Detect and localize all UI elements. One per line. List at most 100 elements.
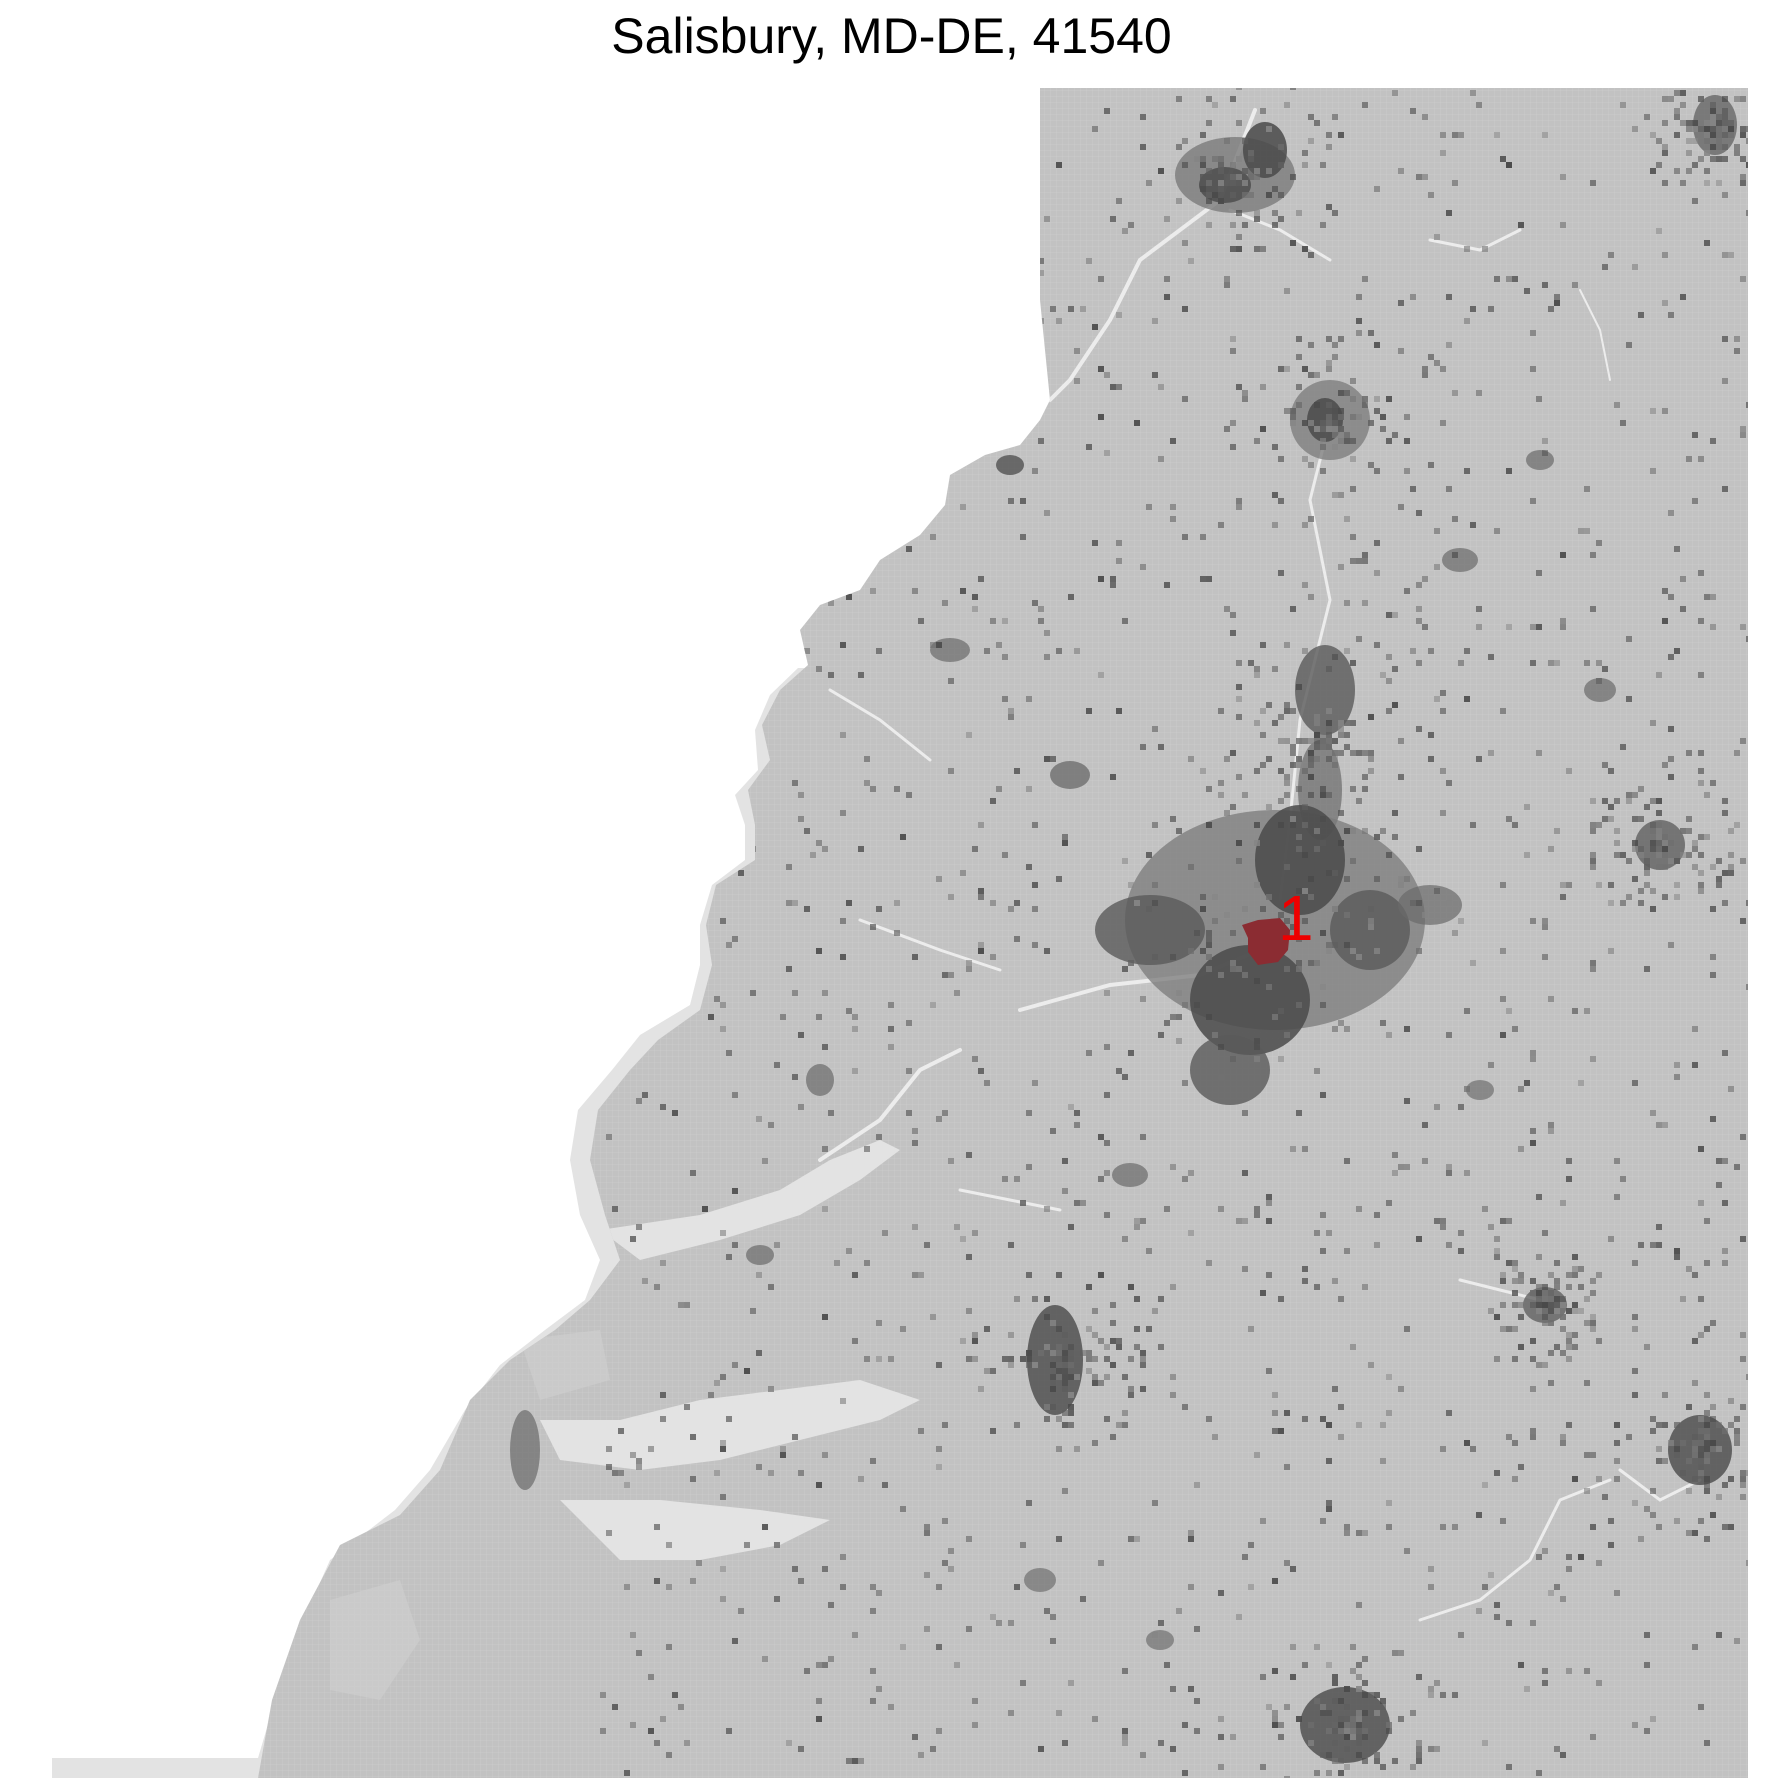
developed-pixel — [1368, 1362, 1374, 1368]
developed-pixel — [840, 1554, 846, 1560]
developed-pixel — [1332, 1026, 1338, 1032]
developed-pixel — [1680, 120, 1686, 126]
developed-pixel — [1590, 1452, 1596, 1458]
developed-pixel — [1200, 156, 1206, 162]
developed-pixel — [1134, 1326, 1140, 1332]
developed-pixel — [1296, 834, 1302, 840]
developed-pixel — [918, 618, 924, 624]
developed-pixel — [1536, 1770, 1542, 1776]
developed-pixel — [762, 516, 768, 522]
developed-pixel — [1608, 804, 1614, 810]
developed-pixel — [720, 1002, 726, 1008]
developed-pixel — [1236, 696, 1242, 702]
developed-pixel — [1560, 894, 1566, 900]
developed-pixel — [1692, 846, 1698, 852]
developed-pixel — [702, 1206, 708, 1212]
developed-pixel — [1140, 1350, 1146, 1356]
developed-pixel — [1656, 162, 1662, 168]
developed-pixel — [1356, 1530, 1362, 1536]
developed-pixel — [1392, 1170, 1398, 1176]
developed-pixel — [1284, 708, 1290, 714]
developed-pixel — [792, 1074, 798, 1080]
developed-pixel — [1272, 720, 1278, 726]
highlighted-area-marker[interactable] — [1242, 918, 1290, 965]
developed-pixel — [1548, 1302, 1554, 1308]
developed-pixel — [1344, 1728, 1350, 1734]
developed-pixel — [1734, 144, 1740, 150]
developed-pixel — [1434, 1218, 1440, 1224]
developed-pixel — [1452, 552, 1458, 558]
developed-pixel — [648, 1674, 654, 1680]
developed-pixel — [786, 414, 792, 420]
developed-pixel — [1698, 768, 1704, 774]
developed-pixel — [846, 900, 852, 906]
developed-pixel — [1470, 822, 1476, 828]
developed-pixel — [1692, 198, 1698, 204]
developed-pixel — [828, 480, 834, 486]
developed-pixel — [1380, 1422, 1386, 1428]
developed-pixel — [1320, 1212, 1326, 1218]
developed-pixel — [1200, 186, 1206, 192]
developed-pixel — [1398, 1716, 1404, 1722]
developed-pixel — [1548, 1380, 1554, 1386]
developed-pixel — [1380, 828, 1386, 834]
developed-pixel — [654, 1524, 660, 1530]
developed-pixel — [1332, 1728, 1338, 1734]
developed-pixel — [1356, 1716, 1362, 1722]
developed-pixel — [1416, 510, 1422, 516]
developed-pixel — [912, 1272, 918, 1278]
developed-pixel — [1584, 1008, 1590, 1014]
developed-pixel — [1674, 882, 1680, 888]
developed-pixel — [1254, 672, 1260, 678]
developed-pixel — [966, 1626, 972, 1632]
developed-pixel — [1326, 426, 1332, 432]
developed-pixel — [606, 678, 612, 684]
developed-pixel — [1722, 1260, 1728, 1266]
developed-pixel — [1488, 1572, 1494, 1578]
developed-pixel — [654, 468, 660, 474]
developed-pixel — [1554, 300, 1560, 306]
developed-pixel — [1722, 336, 1728, 342]
developed-pixel — [1338, 726, 1344, 732]
developed-pixel — [1194, 1482, 1200, 1488]
developed-pixel — [1308, 138, 1314, 144]
developed-pixel — [1302, 366, 1308, 372]
developed-pixel — [1542, 1548, 1548, 1554]
developed-pixel — [948, 1158, 954, 1164]
developed-pixel — [624, 882, 630, 888]
developed-pixel — [1260, 642, 1266, 648]
developed-pixel — [1680, 828, 1686, 834]
developed-pixel — [1542, 1290, 1548, 1296]
developed-pixel — [1740, 132, 1746, 138]
developed-pixel — [1404, 1548, 1410, 1554]
developed-pixel — [1008, 1356, 1014, 1362]
developed-pixel — [1518, 1464, 1524, 1470]
developed-pixel — [1338, 1020, 1344, 1026]
developed-pixel — [804, 306, 810, 312]
developed-pixel — [1584, 1296, 1590, 1302]
developed-pixel — [786, 612, 792, 618]
developed-pixel — [1692, 126, 1698, 132]
developed-pixel — [1284, 1776, 1290, 1778]
developed-pixel — [1122, 1410, 1128, 1416]
developed-pixel — [1326, 1422, 1332, 1428]
developed-pixel — [1260, 246, 1266, 252]
developed-pixel — [1584, 1380, 1590, 1386]
developed-pixel — [1656, 852, 1662, 858]
developed-pixel — [1404, 438, 1410, 444]
developed-pixel — [1722, 900, 1728, 906]
developed-pixel — [1188, 1584, 1194, 1590]
developed-pixel — [1464, 1086, 1470, 1092]
developed-pixel — [1146, 1326, 1152, 1332]
developed-pixel — [1644, 1662, 1650, 1668]
developed-pixel — [1218, 1074, 1224, 1080]
developed-pixel — [1380, 426, 1386, 432]
developed-pixel — [1278, 162, 1284, 168]
developed-pixel — [1356, 1740, 1362, 1746]
developed-pixel — [864, 780, 870, 786]
developed-pixel — [972, 192, 978, 198]
developed-pixel — [1008, 708, 1014, 714]
developed-pixel — [1068, 1104, 1074, 1110]
developed-pixel — [1710, 864, 1716, 870]
